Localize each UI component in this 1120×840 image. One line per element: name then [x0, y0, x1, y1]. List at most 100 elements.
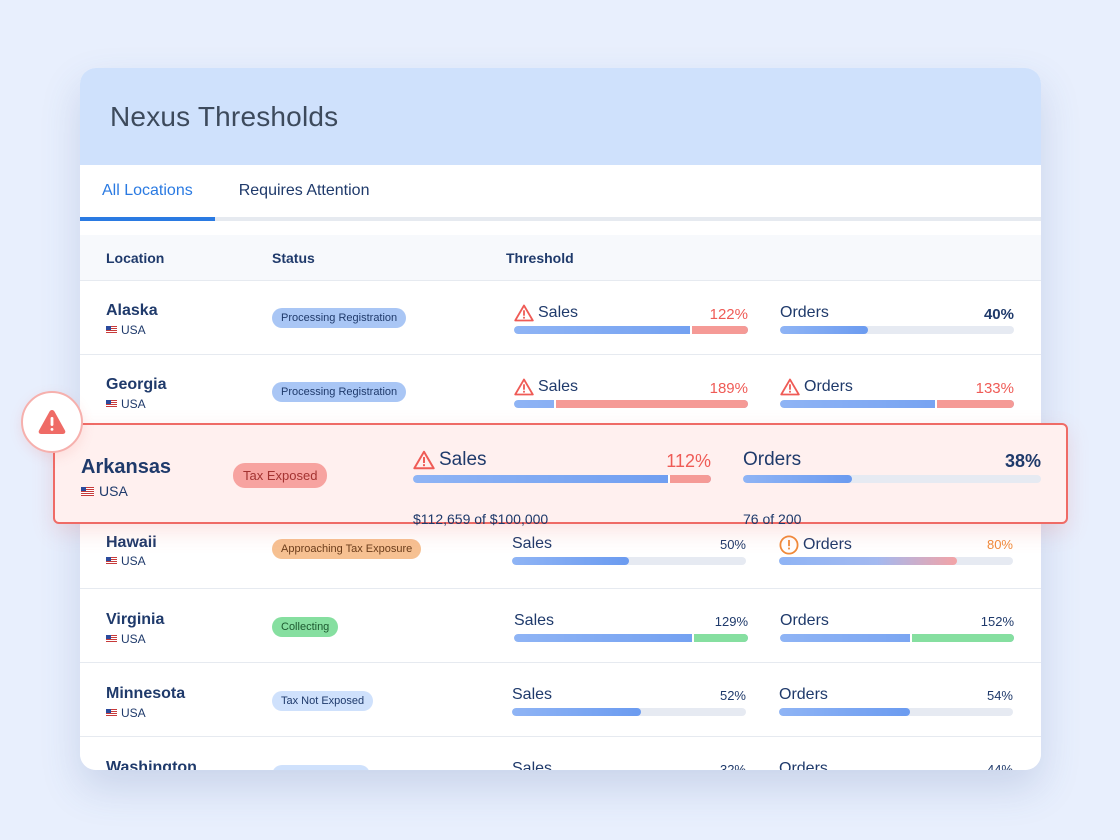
orders-percent: 44%	[986, 762, 1013, 770]
sales-metric: Sales 52%	[512, 686, 746, 716]
sales-overflow-fill	[691, 326, 748, 334]
orders-overflow-fill	[936, 400, 1014, 408]
orders-percent: 38%	[1004, 451, 1041, 471]
location-country: USA	[106, 706, 146, 720]
location-name: Virginia	[106, 611, 165, 628]
sales-percent: 129%	[714, 614, 748, 629]
sales-progress-bar	[514, 400, 748, 408]
bar-divider	[690, 326, 692, 334]
orders-progress-fill	[780, 634, 1014, 642]
orders-percent: 54%	[986, 688, 1013, 703]
country-label: USA	[121, 323, 146, 337]
column-header-location[interactable]: Location	[106, 250, 165, 266]
orders-metric: Orders 80%	[779, 535, 1013, 565]
orders-progress-bar	[780, 400, 1014, 408]
location-name: Arkansas	[81, 456, 172, 478]
orders-metric: Orders 133%	[780, 378, 1014, 408]
info-icon	[779, 535, 799, 555]
sales-label: Sales	[512, 686, 553, 703]
warning-icon	[38, 410, 66, 434]
country-label: USA	[121, 554, 146, 568]
orders-metric: Orders 54%	[779, 686, 1013, 716]
table-row-washington[interactable]: Washington Sales 32% Orders 44%	[80, 737, 1041, 770]
orders-label: Orders	[779, 686, 828, 703]
status-badge: Processing Registration	[272, 382, 407, 402]
orders-progress-bar	[743, 475, 1041, 483]
sales-metric: Sales 32%	[512, 760, 746, 770]
sales-progress-fill	[512, 557, 629, 565]
orders-label: Orders	[780, 378, 853, 396]
orders-percent: 152%	[980, 614, 1014, 629]
sales-metric: Sales 122%	[514, 304, 748, 334]
sales-label: Sales	[512, 535, 553, 552]
us-flag-icon	[106, 557, 117, 565]
table-row-alaska[interactable]: Alaska USA Processing Registration Sales…	[80, 281, 1041, 355]
location-country: USA	[106, 632, 146, 646]
orders-progress-bar	[779, 557, 1013, 565]
sales-metric: Sales 50%	[512, 535, 746, 565]
sales-label: Sales	[514, 612, 555, 629]
orders-percent: 40%	[983, 306, 1014, 323]
warning-icon	[514, 378, 534, 396]
location-country: USA	[81, 483, 128, 499]
tab-requires-attention[interactable]: Requires Attention	[238, 182, 370, 199]
nexus-thresholds-card: Nexus Thresholds All Locations Requires …	[80, 68, 1041, 770]
sales-metric: Sales 189%	[514, 378, 748, 408]
sales-overflow-fill	[553, 400, 748, 408]
location-name: Georgia	[106, 376, 167, 393]
country-label: USA	[99, 483, 128, 499]
table-row-virginia[interactable]: Virginia USA Collecting Sales 129% Order…	[80, 589, 1041, 663]
orders-progress-bar	[780, 326, 1014, 334]
orders-metric: Orders 44%	[779, 760, 1013, 770]
orders-progress-fill	[780, 326, 868, 334]
sales-progress-bar	[512, 708, 746, 716]
sales-percent: 52%	[719, 688, 746, 703]
sales-progress-bar	[514, 634, 748, 642]
alert-badge	[21, 391, 83, 453]
location-country: USA	[106, 397, 146, 411]
warning-icon	[514, 304, 534, 322]
tab-all-locations[interactable]: All Locations	[80, 165, 215, 221]
sales-label: Sales	[514, 378, 578, 396]
column-header-threshold[interactable]: Threshold	[506, 250, 574, 266]
us-flag-icon	[106, 635, 117, 643]
orders-metric: Orders 38% 76 of 200	[743, 449, 1041, 529]
orders-label: Orders	[780, 304, 829, 321]
location-name: Alaska	[106, 302, 158, 319]
sales-label: Sales	[512, 760, 553, 770]
page-title: Nexus Thresholds	[110, 100, 339, 132]
orders-progress-fill	[779, 557, 957, 565]
sales-percent: 32%	[719, 762, 746, 770]
table-row-minnesota[interactable]: Minnesota USA Tax Not Exposed Sales 52% …	[80, 663, 1041, 737]
highlighted-row-arkansas[interactable]: Arkansas USA Tax Exposed Sales 112% $112…	[53, 423, 1068, 527]
sales-detail: $112,659 of $100,000	[413, 511, 549, 527]
status-badge: Approaching Tax Exposure	[272, 539, 422, 559]
orders-label: Orders	[743, 449, 802, 470]
sales-progress-fill	[413, 475, 711, 483]
orders-progress-bar	[780, 634, 1014, 642]
orders-progress-fill	[743, 475, 852, 483]
sales-metric: Sales 129%	[514, 612, 748, 642]
bar-divider	[554, 400, 556, 408]
country-label: USA	[121, 706, 146, 720]
sales-metric: Sales 112% $112,659 of $100,000	[413, 449, 711, 529]
us-flag-icon	[106, 400, 117, 408]
sales-progress-fill	[514, 634, 748, 642]
country-label: USA	[121, 397, 146, 411]
location-name: Washington	[106, 759, 197, 770]
card-header: Nexus Thresholds	[80, 68, 1041, 165]
orders-detail: 76 of 200	[743, 511, 802, 527]
bar-divider	[910, 634, 912, 642]
status-badge: Tax Exposed	[233, 463, 328, 488]
bar-divider	[692, 634, 694, 642]
table-row-georgia[interactable]: Georgia USA Processing Registration Sale…	[80, 355, 1041, 429]
table-row-hawaii[interactable]: Hawaii USA Approaching Tax Exposure Sale…	[80, 513, 1041, 589]
column-header-status[interactable]: Status	[272, 250, 315, 266]
bar-divider	[935, 400, 937, 408]
sales-percent: 112%	[666, 451, 711, 471]
sales-progress-fill	[514, 326, 748, 334]
status-badge: Collecting	[272, 617, 339, 637]
sales-progress-bar	[413, 475, 711, 483]
orders-percent: 133%	[975, 380, 1014, 397]
status-badge	[272, 765, 370, 770]
